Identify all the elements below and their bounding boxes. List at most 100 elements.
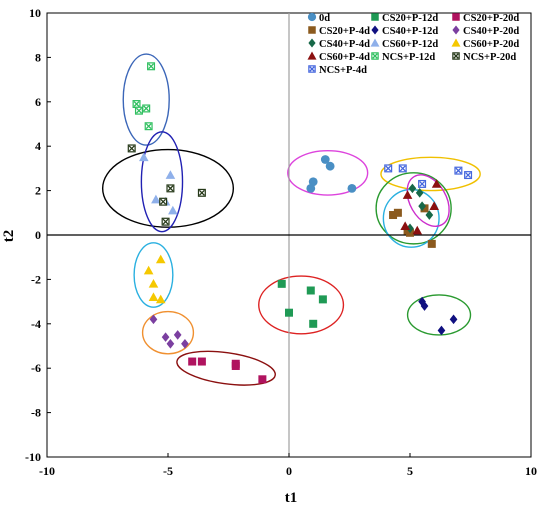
point-cs40-p-4d xyxy=(425,210,434,220)
point-0d xyxy=(308,177,318,187)
point-cs40-p-20d xyxy=(161,332,170,342)
point-ncs-p-12d xyxy=(144,122,153,131)
point-cs60-p-12d xyxy=(168,205,178,215)
point-ncs-p-20d xyxy=(166,184,175,193)
x-tick-label: 5 xyxy=(407,464,413,478)
legend-marker-cs60-p-4d xyxy=(307,51,317,60)
y-tick-label: 8 xyxy=(35,50,41,64)
point-ncs-p-20d xyxy=(127,144,136,153)
point-cs20-p-20d xyxy=(197,357,206,366)
point-cs20-p-20d xyxy=(188,357,197,366)
cluster-ellipse xyxy=(133,242,174,308)
point-cs20-p-12d xyxy=(306,286,315,295)
cluster-ellipses xyxy=(101,53,481,386)
point-cs60-p-20d xyxy=(155,254,166,264)
cluster-ellipse xyxy=(122,53,170,146)
x-axis-label: t1 xyxy=(285,490,298,506)
legend-label-cs60-p-12d: CS60+P-12d xyxy=(382,39,438,50)
legend-marker-cs20-p-12d xyxy=(371,13,379,21)
y-tick-label: 6 xyxy=(35,95,41,109)
point-cs40-p-12d xyxy=(449,314,458,325)
x-tick-label: -10 xyxy=(39,464,55,478)
point-cs40-p-20d xyxy=(181,338,189,349)
y-tick-label: -4 xyxy=(31,317,41,331)
cluster-ellipse xyxy=(101,148,235,228)
point-cs60-p-4d xyxy=(400,221,410,230)
legend-marker-cs20-p-4d xyxy=(308,26,316,34)
point-cs40-p-20d xyxy=(173,330,182,340)
y-tick-label: 0 xyxy=(35,228,41,242)
point-cs60-p-4d xyxy=(412,225,423,235)
legend-marker-cs20-p-20d xyxy=(452,13,460,21)
x-tick-label: 0 xyxy=(286,464,292,478)
legend-label-cs20-p-12d: CS20+P-12d xyxy=(382,13,438,24)
legend-label-ncs-p-4d: NCS+P-4d xyxy=(319,65,367,76)
point-cs20-p-20d xyxy=(258,375,267,384)
x-tick-label: -5 xyxy=(163,464,173,478)
cluster-ellipse xyxy=(287,149,369,196)
point-0d xyxy=(306,183,316,193)
legend-label-cs60-p-4d: CS60+P-4d xyxy=(319,52,370,63)
point-0d xyxy=(325,161,335,171)
point-ncs-p-12d xyxy=(134,106,143,115)
y-axis-label: t2 xyxy=(1,230,17,243)
point-cs60-p-4d xyxy=(402,190,413,199)
point-cs20-p-4d xyxy=(427,239,436,248)
legend-marker-0d xyxy=(307,12,317,22)
point-cs40-p-12d xyxy=(420,301,429,311)
point-cs20-p-12d xyxy=(285,308,293,317)
cluster-ellipse xyxy=(380,156,481,192)
cluster-ellipse xyxy=(406,294,472,336)
point-cs60-p-4d xyxy=(429,201,439,210)
x-tick-label: 10 xyxy=(525,464,537,478)
cluster-ellipse xyxy=(375,172,452,245)
point-ncs-p-12d xyxy=(147,62,156,71)
point-ncs-p-4d xyxy=(398,164,407,173)
point-cs60-p-20d xyxy=(148,292,159,301)
legend-label-cs20-p-4d: CS20+P-4d xyxy=(319,26,370,37)
point-ncs-p-4d xyxy=(384,164,393,173)
legend: 0d CS20+P-12d CS20+P-20d CS20+P-4d CS40+P-12… xyxy=(307,12,519,76)
point-cs60-p-4d xyxy=(431,179,442,188)
point-ncs-p-4d xyxy=(418,179,427,188)
point-cs40-p-20d xyxy=(166,338,175,349)
point-cs40-p-20d xyxy=(149,314,158,325)
y-tick-label: -8 xyxy=(31,406,41,420)
point-ncs-p-20d xyxy=(197,188,206,197)
point-ncs-p-20d xyxy=(161,217,170,226)
point-ncs-p-20d xyxy=(159,197,168,206)
data-points xyxy=(127,62,473,384)
point-cs20-p-4d xyxy=(389,211,398,220)
y-tick-label: 2 xyxy=(35,184,41,198)
legend-label-cs20-p-20d: CS20+P-20d xyxy=(463,13,519,24)
cluster-ellipse xyxy=(140,131,184,233)
point-cs20-p-20d xyxy=(231,361,240,370)
y-tick-label: -2 xyxy=(31,272,41,286)
legend-label-ncs-p-20d: NCS+P-20d xyxy=(463,52,516,63)
point-cs20-p-4d xyxy=(420,204,429,213)
point-0d xyxy=(347,183,357,193)
point-cs60-p-12d xyxy=(165,170,176,179)
point-cs60-p-20d xyxy=(155,294,166,304)
point-ncs-p-12d xyxy=(132,100,141,109)
y-tick-label: -10 xyxy=(25,450,41,464)
point-cs40-p-4d xyxy=(408,183,417,194)
point-cs40-p-12d xyxy=(418,296,426,307)
cluster-ellipse xyxy=(176,350,276,386)
point-cs60-p-20d xyxy=(143,265,154,275)
legend-label-cs40-p-4d: CS40+P-4d xyxy=(319,39,370,50)
point-cs40-p-12d xyxy=(437,325,446,336)
legend-label-cs40-p-20d: CS40+P-20d xyxy=(463,26,519,37)
y-tick-label: -6 xyxy=(31,361,41,375)
point-0d xyxy=(320,155,330,164)
point-cs40-p-4d xyxy=(406,223,414,234)
point-cs60-p-12d xyxy=(151,194,161,204)
legend-marker-ncs-p-20d xyxy=(452,52,460,60)
point-cs20-p-12d xyxy=(277,279,286,288)
legend-marker-cs40-p-20d xyxy=(452,25,460,35)
point-cs40-p-4d xyxy=(418,201,426,211)
tick-labels: -10 -5 0 5 10 -10 -8 -6 -4 -2 0 2 4 6 8 10 xyxy=(25,6,537,478)
legend-label-ncs-p-12d: NCS+P-12d xyxy=(382,52,435,63)
cluster-ellipse xyxy=(141,310,195,355)
legend-marker-cs40-p-12d xyxy=(371,25,379,35)
